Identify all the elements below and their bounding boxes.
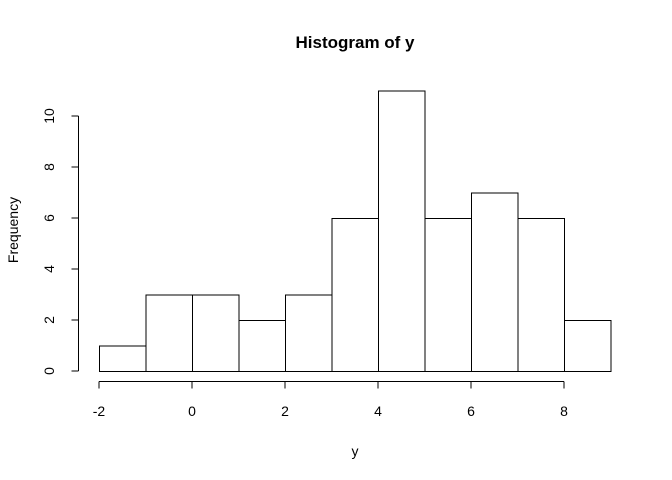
x-axis-label: y bbox=[352, 443, 359, 459]
x-tick-label: 6 bbox=[467, 403, 475, 419]
chart-title: Histogram of y bbox=[295, 33, 415, 52]
histogram-bar bbox=[285, 294, 333, 372]
histogram-bar bbox=[424, 218, 472, 372]
x-tick-label: 8 bbox=[560, 403, 568, 419]
y-tick-label: 4 bbox=[41, 265, 57, 273]
histogram-bar bbox=[145, 294, 193, 372]
y-tick-label: 6 bbox=[41, 214, 57, 222]
y-tick-label: 2 bbox=[41, 316, 57, 324]
bars-group bbox=[99, 90, 612, 372]
histogram-bar bbox=[517, 218, 565, 372]
histogram-bar bbox=[471, 192, 519, 372]
histogram-bar bbox=[331, 218, 379, 372]
x-tick-label: 4 bbox=[374, 403, 382, 419]
x-tick-label: 0 bbox=[188, 403, 196, 419]
y-axis: 0 2 4 6 8 10 bbox=[41, 108, 79, 375]
x-tick-label: 2 bbox=[281, 403, 289, 419]
y-tick-label: 8 bbox=[41, 163, 57, 171]
histogram-bar bbox=[99, 345, 147, 372]
y-tick-label: 0 bbox=[41, 367, 57, 375]
x-axis: -2 0 2 4 6 8 bbox=[93, 381, 568, 419]
histogram-bar bbox=[378, 90, 426, 372]
histogram-bar bbox=[564, 320, 612, 372]
y-tick-label: 10 bbox=[41, 108, 57, 124]
histogram-bar bbox=[192, 294, 240, 372]
x-tick-label: -2 bbox=[93, 403, 106, 419]
y-axis-label: Frequency bbox=[5, 197, 21, 263]
histogram-bar bbox=[238, 320, 286, 372]
